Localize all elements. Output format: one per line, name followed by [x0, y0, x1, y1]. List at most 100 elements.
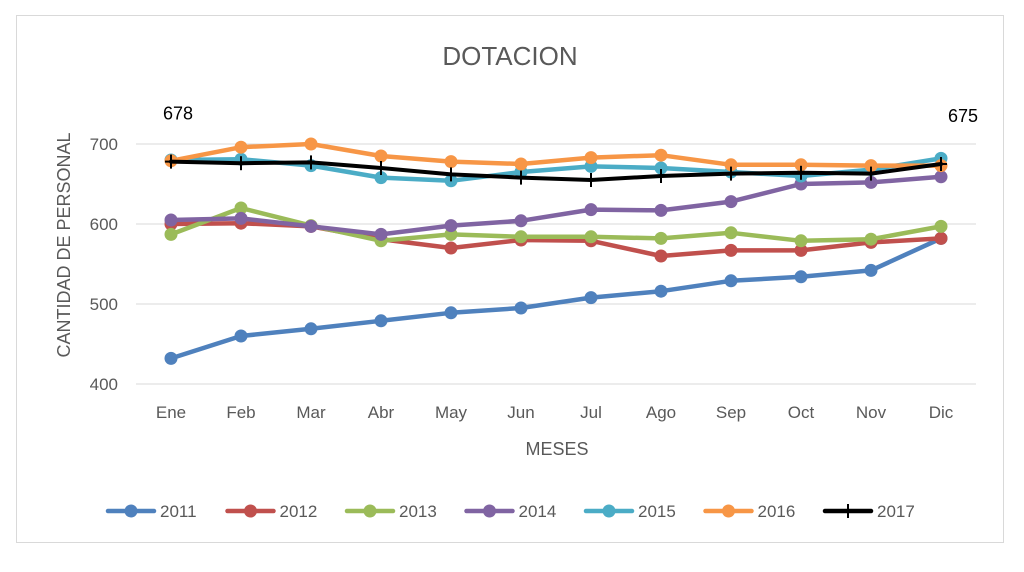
data-point — [304, 137, 318, 151]
data-point — [304, 219, 318, 233]
data-point — [724, 226, 738, 240]
legend-marker — [483, 504, 496, 518]
data-point — [514, 230, 528, 244]
data-point — [164, 227, 178, 241]
data-point — [444, 241, 458, 255]
data-point — [864, 232, 878, 246]
data-point — [235, 156, 247, 171]
series-2014 — [164, 170, 948, 241]
data-label: 675 — [948, 106, 978, 126]
chart-frame — [16, 15, 1004, 543]
x-tick-label: Jun — [507, 403, 534, 422]
data-point — [234, 201, 248, 215]
data-label: 678 — [163, 104, 193, 124]
data-point — [165, 154, 177, 169]
data-point — [305, 155, 317, 170]
series-line — [169, 159, 943, 182]
y-tick-label: 500 — [90, 295, 118, 314]
legend-label: 2012 — [280, 502, 318, 521]
legend-item-2012: 2012 — [225, 502, 318, 521]
data-point — [514, 301, 528, 315]
legend-marker — [244, 504, 257, 518]
data-point — [724, 243, 738, 257]
legend-marker — [602, 504, 616, 518]
data-point — [234, 211, 248, 225]
x-tick-label: Jul — [580, 403, 602, 422]
data-point — [375, 161, 387, 175]
data-point — [935, 157, 947, 171]
data-point — [864, 175, 878, 189]
legend-item-2013: 2013 — [344, 502, 437, 521]
legend-label: 2017 — [877, 502, 915, 521]
y-tick-label: 700 — [90, 135, 118, 154]
data-point — [794, 158, 808, 172]
x-tick-label: Feb — [226, 403, 255, 422]
data-point — [584, 230, 598, 244]
series-line — [168, 141, 944, 168]
data-point — [585, 173, 597, 187]
x-tick-label: Dic — [929, 403, 954, 422]
legend-marker — [722, 504, 735, 518]
data-point — [654, 148, 668, 162]
data-labels: 678 675 — [163, 104, 978, 126]
y-axis-ticks: 400 500 600 700 — [90, 135, 118, 394]
data-point — [934, 170, 948, 184]
y-axis-label: CANTIDAD DE PERSONAL — [54, 132, 74, 357]
chart-title: DOTACION — [442, 41, 577, 71]
x-tick-label: Sep — [716, 403, 746, 422]
legend-item-2016: 2016 — [703, 502, 796, 521]
legend-item-2014: 2014 — [464, 502, 556, 521]
data-point — [864, 263, 878, 277]
series-2016 — [164, 137, 948, 173]
x-tick-label: Nov — [856, 403, 887, 422]
series-2011 — [164, 231, 948, 365]
x-tick-label: Ago — [646, 403, 676, 422]
data-point — [514, 214, 528, 228]
legend-item-2017: 2017 — [822, 502, 915, 521]
data-point — [304, 322, 318, 336]
legend-marker — [363, 504, 377, 518]
data-point — [654, 231, 668, 245]
x-tick-label: Oct — [788, 403, 815, 422]
data-point — [655, 169, 667, 183]
series-2017 — [165, 154, 947, 187]
data-point — [445, 167, 457, 182]
data-point — [725, 166, 737, 181]
data-point — [654, 284, 668, 298]
data-point — [724, 274, 738, 288]
series-line — [168, 205, 944, 244]
data-point — [794, 270, 808, 284]
y-tick-label: 400 — [90, 375, 118, 394]
legend-item-2011: 2011 — [105, 502, 197, 521]
data-point — [164, 213, 178, 227]
data-point — [724, 158, 738, 172]
legend-label: 2011 — [160, 502, 197, 521]
data-point — [794, 243, 808, 257]
legend-label: 2013 — [399, 502, 437, 521]
legend-label: 2015 — [638, 502, 676, 521]
x-tick-label: Mar — [296, 403, 326, 422]
data-point — [374, 171, 388, 185]
data-point — [654, 249, 668, 263]
data-point — [795, 165, 807, 180]
data-point — [934, 219, 948, 233]
legend-item-2015: 2015 — [583, 502, 676, 521]
x-tick-label: Abr — [368, 403, 395, 422]
data-point — [374, 149, 388, 163]
legend-marker — [124, 504, 138, 518]
data-point — [444, 155, 458, 169]
series-line — [168, 236, 944, 361]
data-point — [654, 161, 668, 175]
data-point — [934, 231, 948, 245]
y-tick-label: 600 — [90, 215, 118, 234]
x-tick-label: Ene — [156, 403, 186, 422]
data-point — [724, 195, 738, 209]
data-point — [234, 329, 248, 343]
x-axis-ticks: Ene Feb Mar Abr May Jun Jul Ago Sep Oct Nov Dic — [156, 403, 954, 422]
data-point — [654, 203, 668, 217]
legend-label: 2016 — [758, 502, 796, 521]
data-point — [164, 351, 178, 365]
legend: 2011 2012 2013 2014 2015 2016 2017 — [105, 502, 915, 521]
x-axis-label: MESES — [525, 439, 588, 459]
